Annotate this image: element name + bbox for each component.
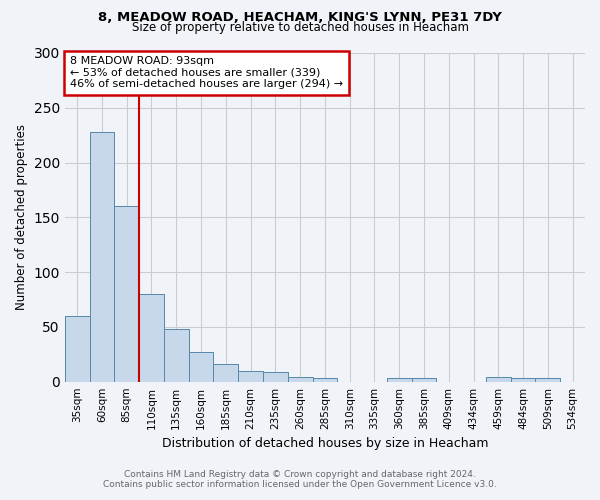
Bar — [164, 329, 188, 382]
Bar — [65, 316, 89, 382]
Bar — [535, 378, 560, 382]
Bar — [387, 378, 412, 382]
Bar — [313, 378, 337, 382]
Bar — [139, 294, 164, 382]
Bar — [188, 352, 214, 382]
Bar — [288, 378, 313, 382]
Text: 8 MEADOW ROAD: 93sqm
← 53% of detached houses are smaller (339)
46% of semi-deta: 8 MEADOW ROAD: 93sqm ← 53% of detached h… — [70, 56, 343, 90]
Bar — [263, 372, 288, 382]
Y-axis label: Number of detached properties: Number of detached properties — [15, 124, 28, 310]
Bar — [412, 378, 436, 382]
Bar — [89, 132, 115, 382]
X-axis label: Distribution of detached houses by size in Heacham: Distribution of detached houses by size … — [161, 437, 488, 450]
Text: Size of property relative to detached houses in Heacham: Size of property relative to detached ho… — [131, 21, 469, 34]
Text: Contains HM Land Registry data © Crown copyright and database right 2024.
Contai: Contains HM Land Registry data © Crown c… — [103, 470, 497, 489]
Text: 8, MEADOW ROAD, HEACHAM, KING'S LYNN, PE31 7DY: 8, MEADOW ROAD, HEACHAM, KING'S LYNN, PE… — [98, 11, 502, 24]
Bar — [115, 206, 139, 382]
Bar — [238, 370, 263, 382]
Bar — [511, 378, 535, 382]
Bar — [486, 378, 511, 382]
Bar — [214, 364, 238, 382]
